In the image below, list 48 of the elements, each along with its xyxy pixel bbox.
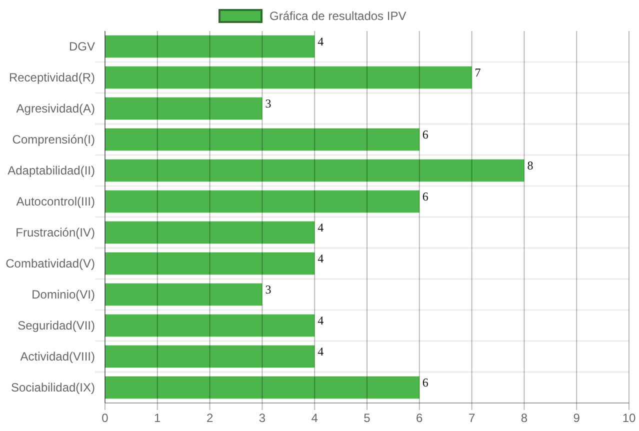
data-label: 6 — [422, 127, 428, 142]
y-tick-label: Adaptabilidad(II) — [8, 164, 95, 178]
x-tick-label: 0 — [102, 411, 109, 425]
data-label: 6 — [422, 375, 428, 390]
bar — [105, 66, 472, 89]
bar — [105, 97, 262, 120]
legend-label: Gráfica de resultados IPV — [270, 9, 406, 23]
y-tick-label: DGV — [68, 40, 95, 54]
bar — [105, 35, 315, 58]
data-label: 4 — [318, 313, 324, 328]
x-tick-label: 3 — [258, 411, 266, 425]
bar — [105, 252, 315, 275]
x-tick-label: 7 — [468, 411, 476, 425]
y-tick-label: Comprensión(I) — [12, 132, 95, 146]
data-label: 4 — [318, 34, 324, 48]
bar — [105, 128, 420, 151]
y-tick-label: Dominio(VI) — [32, 288, 95, 302]
x-tick-label: 2 — [206, 411, 214, 425]
x-tick-label: 8 — [520, 411, 528, 425]
x-tick-label: 5 — [364, 411, 371, 425]
bar — [105, 190, 420, 213]
x-tick-label: 10 — [622, 411, 636, 425]
data-label: 6 — [422, 189, 428, 204]
x-tick-label: 1 — [154, 411, 162, 425]
x-tick-label: 9 — [573, 411, 580, 425]
data-label: 3 — [265, 282, 272, 296]
x-tick-label: 6 — [416, 411, 424, 425]
bar — [105, 376, 420, 399]
bar — [105, 159, 524, 182]
data-label: 7 — [474, 65, 481, 80]
bar — [105, 283, 262, 306]
data-label: 4 — [318, 344, 324, 358]
y-tick-label: Agresividad(A) — [16, 102, 95, 116]
y-tick-label: Frustración(IV) — [16, 226, 95, 240]
y-tick-label: Seguridad(VII) — [18, 318, 95, 332]
y-tick-label: Combatividad(V) — [6, 256, 95, 270]
data-label: 3 — [265, 96, 272, 110]
bar — [105, 314, 315, 337]
y-tick-label: Autocontrol(III) — [16, 194, 95, 208]
data-label: 4 — [318, 220, 324, 234]
bar — [105, 345, 315, 368]
data-label: 4 — [318, 251, 324, 266]
y-tick-label: Sociabilidad(IX) — [10, 380, 95, 394]
x-tick-label: 4 — [311, 411, 318, 425]
y-tick-label: Receptividad(R) — [8, 70, 95, 84]
bar — [105, 221, 315, 244]
data-label: 8 — [527, 158, 534, 172]
y-tick-label: Actividad(VIII) — [20, 350, 95, 364]
